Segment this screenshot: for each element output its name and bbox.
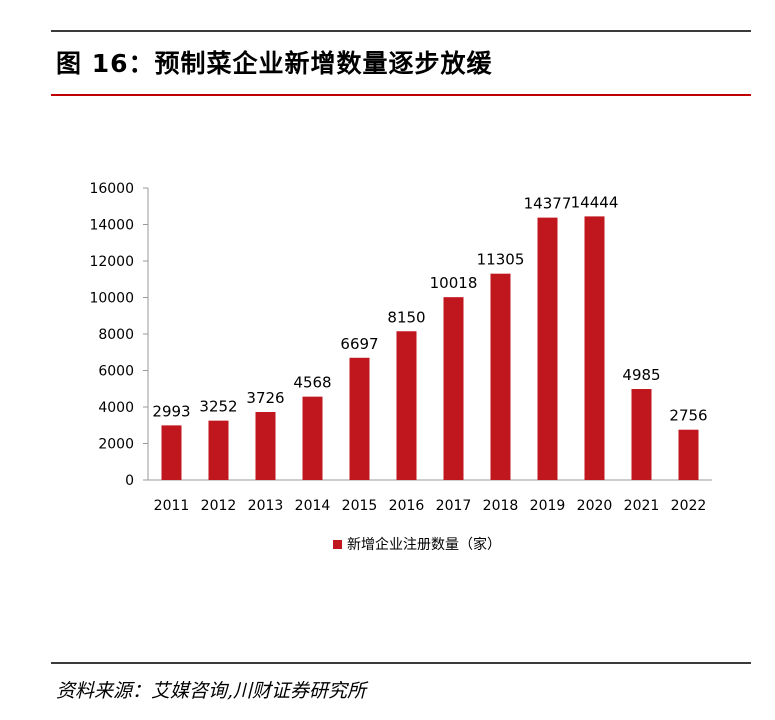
- x-tick-label: 2016: [389, 498, 425, 514]
- bar: [537, 217, 558, 480]
- bar: [631, 389, 652, 480]
- y-tick-label: 8000: [98, 327, 134, 343]
- x-tick-label: 2019: [530, 498, 566, 514]
- bar: [678, 429, 699, 480]
- x-tick-label: 2018: [483, 498, 519, 514]
- bar: [255, 412, 276, 480]
- y-tick-label: 14000: [89, 218, 134, 234]
- x-tick-label: 2014: [295, 498, 331, 514]
- x-tick-label: 2011: [154, 498, 190, 514]
- y-tick-label: 12000: [89, 254, 134, 270]
- data-label: 6697: [340, 335, 378, 353]
- data-label: 11305: [477, 251, 525, 269]
- x-tick-label: 2013: [248, 498, 284, 514]
- y-tick-label: 10000: [89, 291, 134, 307]
- data-label: 2756: [669, 407, 707, 425]
- data-label: 3726: [246, 389, 284, 407]
- bar: [161, 425, 182, 480]
- x-tick-label: 2015: [342, 498, 378, 514]
- data-label: 14444: [571, 193, 619, 211]
- x-tick-label: 2012: [201, 498, 237, 514]
- data-label: 2993: [152, 402, 190, 420]
- bar: [443, 297, 464, 480]
- y-tick-label: 4000: [98, 400, 134, 416]
- y-tick-label: 6000: [98, 364, 134, 380]
- legend-label: 新增企业注册数量（家）: [347, 536, 501, 553]
- bar: [208, 420, 229, 480]
- bar: [490, 273, 511, 480]
- data-label: 10018: [430, 274, 478, 292]
- x-tick-label: 2020: [577, 498, 613, 514]
- data-label: 4985: [622, 366, 660, 384]
- bottom-rule: [51, 662, 751, 664]
- x-tick-label: 2022: [671, 498, 707, 514]
- title-underline: [51, 94, 751, 96]
- x-tick-label: 2021: [624, 498, 660, 514]
- top-rule: [51, 30, 751, 32]
- y-tick-label: 16000: [89, 181, 134, 197]
- data-label: 4568: [293, 374, 331, 392]
- y-tick-label: 2000: [98, 437, 134, 453]
- x-tick-label: 2017: [436, 498, 472, 514]
- bar: [584, 216, 605, 480]
- source-note: 资料来源：艾媒咨询,川财证券研究所: [56, 680, 367, 702]
- figure-title: 图 16：预制菜企业新增数量逐步放缓: [56, 49, 493, 78]
- data-label: 3252: [199, 398, 237, 416]
- bar: [349, 357, 370, 480]
- y-tick-label: 0: [125, 473, 134, 489]
- bar: [396, 331, 417, 480]
- legend-swatch: [333, 540, 342, 549]
- bar: [302, 396, 323, 480]
- data-label: 8150: [387, 308, 425, 326]
- data-label: 14377: [524, 195, 572, 213]
